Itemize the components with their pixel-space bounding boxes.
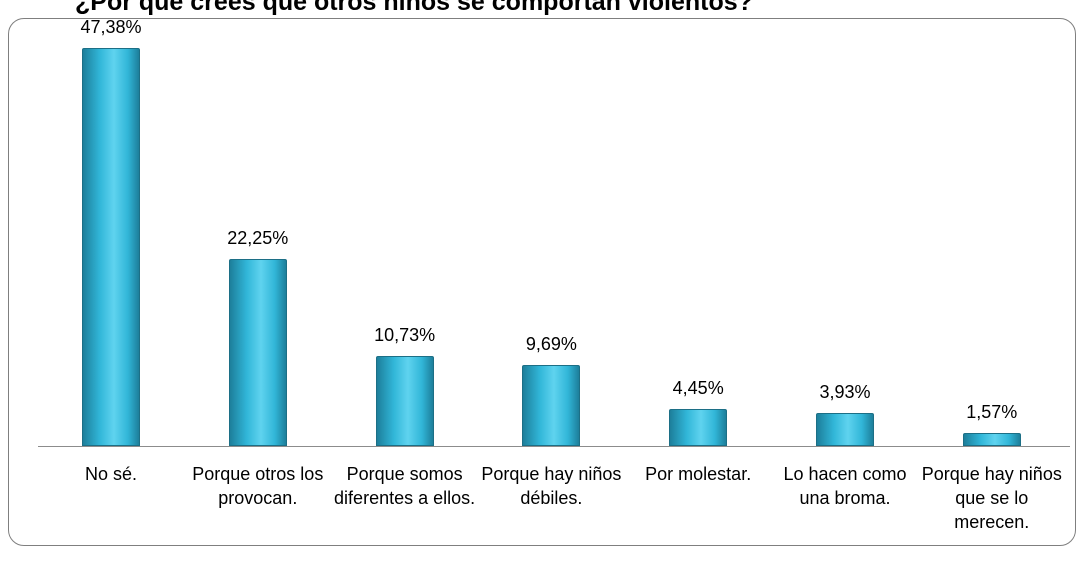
x-tick-label: Porque hay niños que se lo merecen. (921, 464, 1062, 532)
value-label: 10,73% (374, 324, 436, 345)
x-tick-label: No sé. (84, 464, 138, 484)
bar (962, 432, 1021, 446)
bar (522, 364, 581, 446)
chart-frame (8, 18, 1076, 546)
x-tick-label: Porque somos diferentes a ellos. (334, 464, 476, 508)
x-tick-label: Por molestar. (645, 464, 752, 484)
bar (228, 259, 287, 446)
x-tick-label: Porque hay niños débiles. (481, 464, 622, 508)
value-label: 9,69% (525, 333, 577, 354)
bar (669, 408, 728, 446)
value-label: 3,93% (819, 381, 871, 402)
x-axis-line (38, 446, 1070, 447)
bar (816, 412, 874, 446)
value-label: 22,25% (227, 228, 289, 249)
x-tick-label: Porque otros los provocan. (192, 464, 324, 508)
bar (82, 48, 140, 446)
value-label: 4,45% (672, 377, 724, 398)
chart-title: ¿Por qué crees que otros niños se compor… (75, 0, 753, 16)
value-label: 47,38% (80, 17, 142, 37)
x-tick-label: Lo hacen como una broma. (783, 464, 907, 508)
bar (375, 355, 434, 446)
value-label: 1,57% (966, 401, 1018, 422)
